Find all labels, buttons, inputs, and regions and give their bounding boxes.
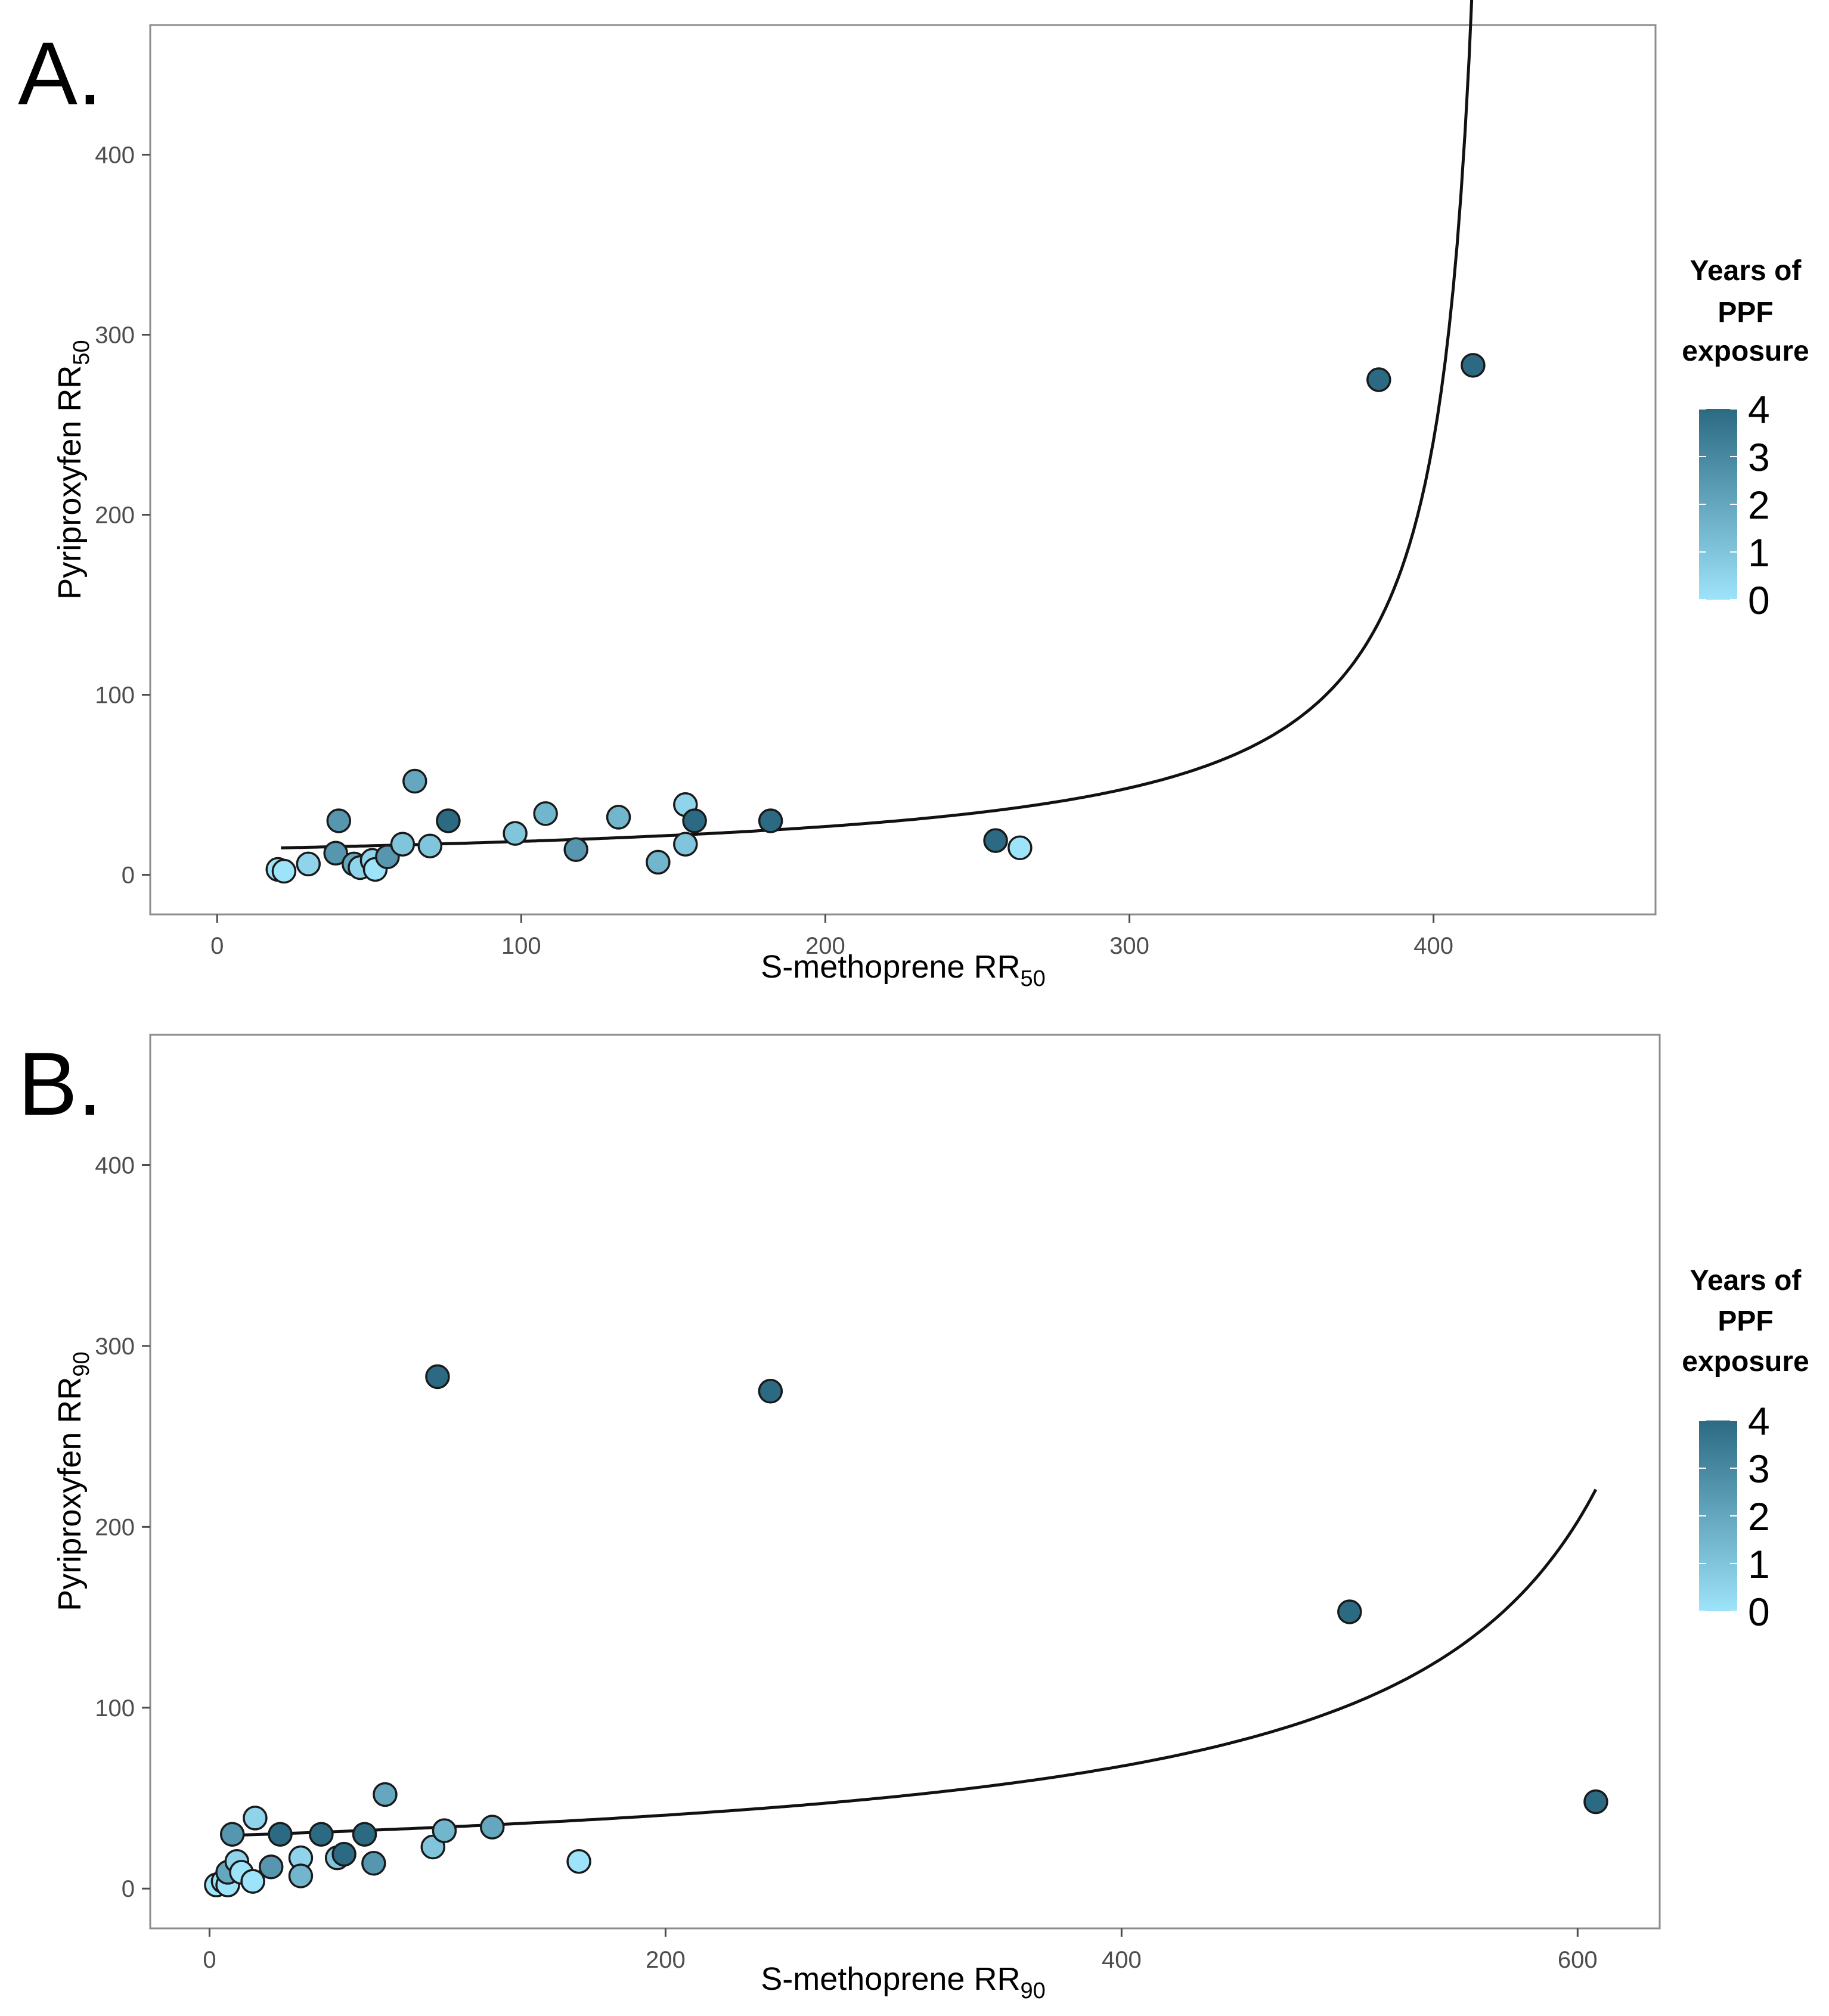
legend-tick-label: 2 [1748,483,1770,527]
y-tick-label: 0 [122,863,135,889]
y-axis-title-main: Pyriproxyfen RR [52,365,88,600]
data-point [436,808,461,833]
x-axis-title-main: S-methoprene RR [761,1961,1020,1997]
data-point [432,1818,457,1843]
panel-label: B. [18,1034,103,1134]
legend-title-line: PPF [1718,1305,1773,1337]
x-tick-label: 400 [1413,933,1453,959]
legend-title-line: PPF [1718,297,1773,328]
y-tick-label: 100 [95,1695,135,1722]
fitted-curve [281,0,1474,849]
legend-title-line: Years of [1690,255,1802,287]
data-point [1583,1789,1608,1815]
y-axis-title-main: Pyriproxyfen RR [52,1377,88,1611]
data-point [268,1822,293,1847]
legend-tick-label: 4 [1748,1399,1770,1443]
y-axis-title-subscript: 90 [69,1351,94,1376]
legend-tick-label: 1 [1748,1542,1770,1586]
x-tick-label: 400 [1102,1947,1142,1973]
y-axis-title-subscript: 50 [69,340,94,365]
data-point [566,1848,591,1874]
data-point [309,1822,334,1847]
x-tick-label: 300 [1109,933,1149,959]
data-point [326,808,352,833]
x-tick-label: 200 [646,1947,686,1973]
y-tick-label: 200 [95,503,135,529]
fitted-curve [221,1488,1598,1838]
legend-tick-label: 3 [1748,435,1770,479]
data-point [606,805,631,830]
plot-panel-border [149,24,1657,916]
data-point [425,1364,450,1390]
legend-tick-label: 2 [1748,1494,1770,1539]
legend-tick-label: 3 [1748,1447,1770,1491]
data-point [243,1806,268,1831]
y-tick-label: 100 [95,683,135,709]
data-point [533,801,558,826]
data-point [673,832,698,857]
data-point [1461,353,1486,378]
y-tick-label: 300 [95,1333,135,1360]
y-tick-label: 200 [95,1514,135,1540]
plot-panel-border [149,1034,1661,1930]
x-tick-label: 600 [1558,1947,1598,1973]
legend-title-line: exposure [1682,336,1809,367]
data-point [1337,1599,1362,1624]
data-point [323,840,348,866]
y-axis-title: Pyriproxyfen RR50 [52,340,94,599]
data-point [417,833,443,858]
legend-tick-label: 1 [1748,531,1770,575]
data-point [240,1869,265,1894]
data-point [352,1822,377,1847]
legend-title-line: exposure [1682,1346,1809,1378]
x-axis-title: S-methoprene RR90 [761,1961,1045,2003]
data-point [758,808,783,833]
data-point [1366,367,1391,392]
x-tick-label: 100 [501,933,541,959]
x-axis-title-main: S-methoprene RR [761,949,1020,985]
chart-panel-B: B. 0 200 400 600 0 100 200 300 400 S-methoprene RR… [18,1034,1809,2003]
data-point [361,1851,386,1876]
data-point [1008,835,1033,861]
chart-panel-A: A. 0 100 200 300 400 0 100 200 300 400 S-methoprene… [18,0,1809,991]
data-point [682,808,707,833]
y-tick-label: 400 [95,1152,135,1178]
y-tick-label: 300 [95,322,135,348]
legend-tick-label: 0 [1748,578,1770,622]
x-tick-label: 0 [210,933,224,959]
data-point [258,1854,284,1879]
data-point [983,828,1008,853]
data-point [271,858,297,884]
panel-label: A. [18,23,103,123]
y-axis-title: Pyriproxyfen RR90 [52,1351,94,1611]
data-point [390,832,416,857]
data-point [646,849,671,875]
y-tick-label: 0 [122,1876,135,1902]
x-axis-title-subscript: 90 [1020,1978,1045,2003]
legend-title-line: Years of [1690,1265,1802,1297]
y-tick-label: 400 [95,142,135,168]
data-point [219,1822,245,1847]
data-point [758,1379,783,1404]
x-axis-title-subscript: 50 [1020,966,1045,991]
legend-tick-label: 4 [1748,387,1770,432]
data-point [479,1815,505,1840]
x-tick-label: 200 [805,933,845,959]
data-point [373,1782,398,1807]
data-point [296,851,321,877]
x-axis-title: S-methoprene RR50 [761,949,1045,991]
legend-tick-label: 0 [1748,1590,1770,1634]
data-point [563,837,588,863]
x-tick-label: 0 [203,1947,216,1973]
data-point [402,768,427,794]
data-point [288,1863,314,1888]
data-point [331,1841,356,1867]
data-point [503,821,528,846]
